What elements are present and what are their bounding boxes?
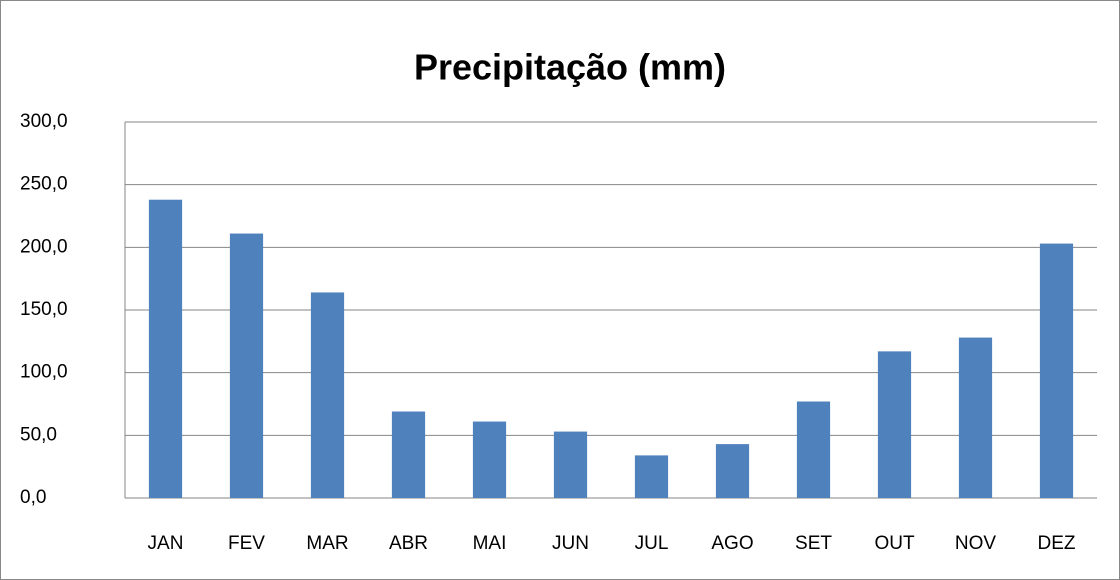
- x-tick-label: MAI: [473, 533, 507, 554]
- y-tick-label: 0,0: [20, 487, 46, 508]
- bar: [472, 421, 507, 498]
- bar: [310, 292, 345, 498]
- bar: [877, 351, 912, 498]
- bar: [553, 431, 588, 498]
- bar: [796, 401, 831, 498]
- x-tick-label: DEZ: [1038, 533, 1076, 554]
- x-tick-label: JUN: [552, 533, 589, 554]
- x-tick-label: ABR: [389, 533, 428, 554]
- bar: [229, 233, 264, 498]
- bar: [391, 411, 426, 498]
- x-tick-label: JAN: [148, 533, 184, 554]
- x-tick-label: OUT: [874, 533, 915, 554]
- x-tick-label: SET: [795, 533, 832, 554]
- bar: [958, 337, 993, 498]
- x-tick-label: MAR: [306, 533, 348, 554]
- y-tick-label: 150,0: [20, 299, 68, 320]
- y-tick-label: 300,0: [20, 111, 68, 132]
- bar: [148, 199, 183, 498]
- bar: [715, 444, 750, 498]
- y-tick-label: 50,0: [20, 424, 57, 445]
- bar: [1039, 243, 1074, 498]
- x-tick-label: FEV: [228, 533, 265, 554]
- y-tick-label: 250,0: [20, 174, 68, 195]
- y-tick-label: 200,0: [20, 236, 68, 257]
- x-tick-label: AGO: [711, 533, 753, 554]
- x-tick-label: JUL: [635, 533, 669, 554]
- bar: [634, 455, 669, 498]
- x-tick-label: NOV: [955, 533, 997, 554]
- y-tick-label: 100,0: [20, 362, 68, 383]
- chart-title: Precipitação (mm): [414, 47, 726, 88]
